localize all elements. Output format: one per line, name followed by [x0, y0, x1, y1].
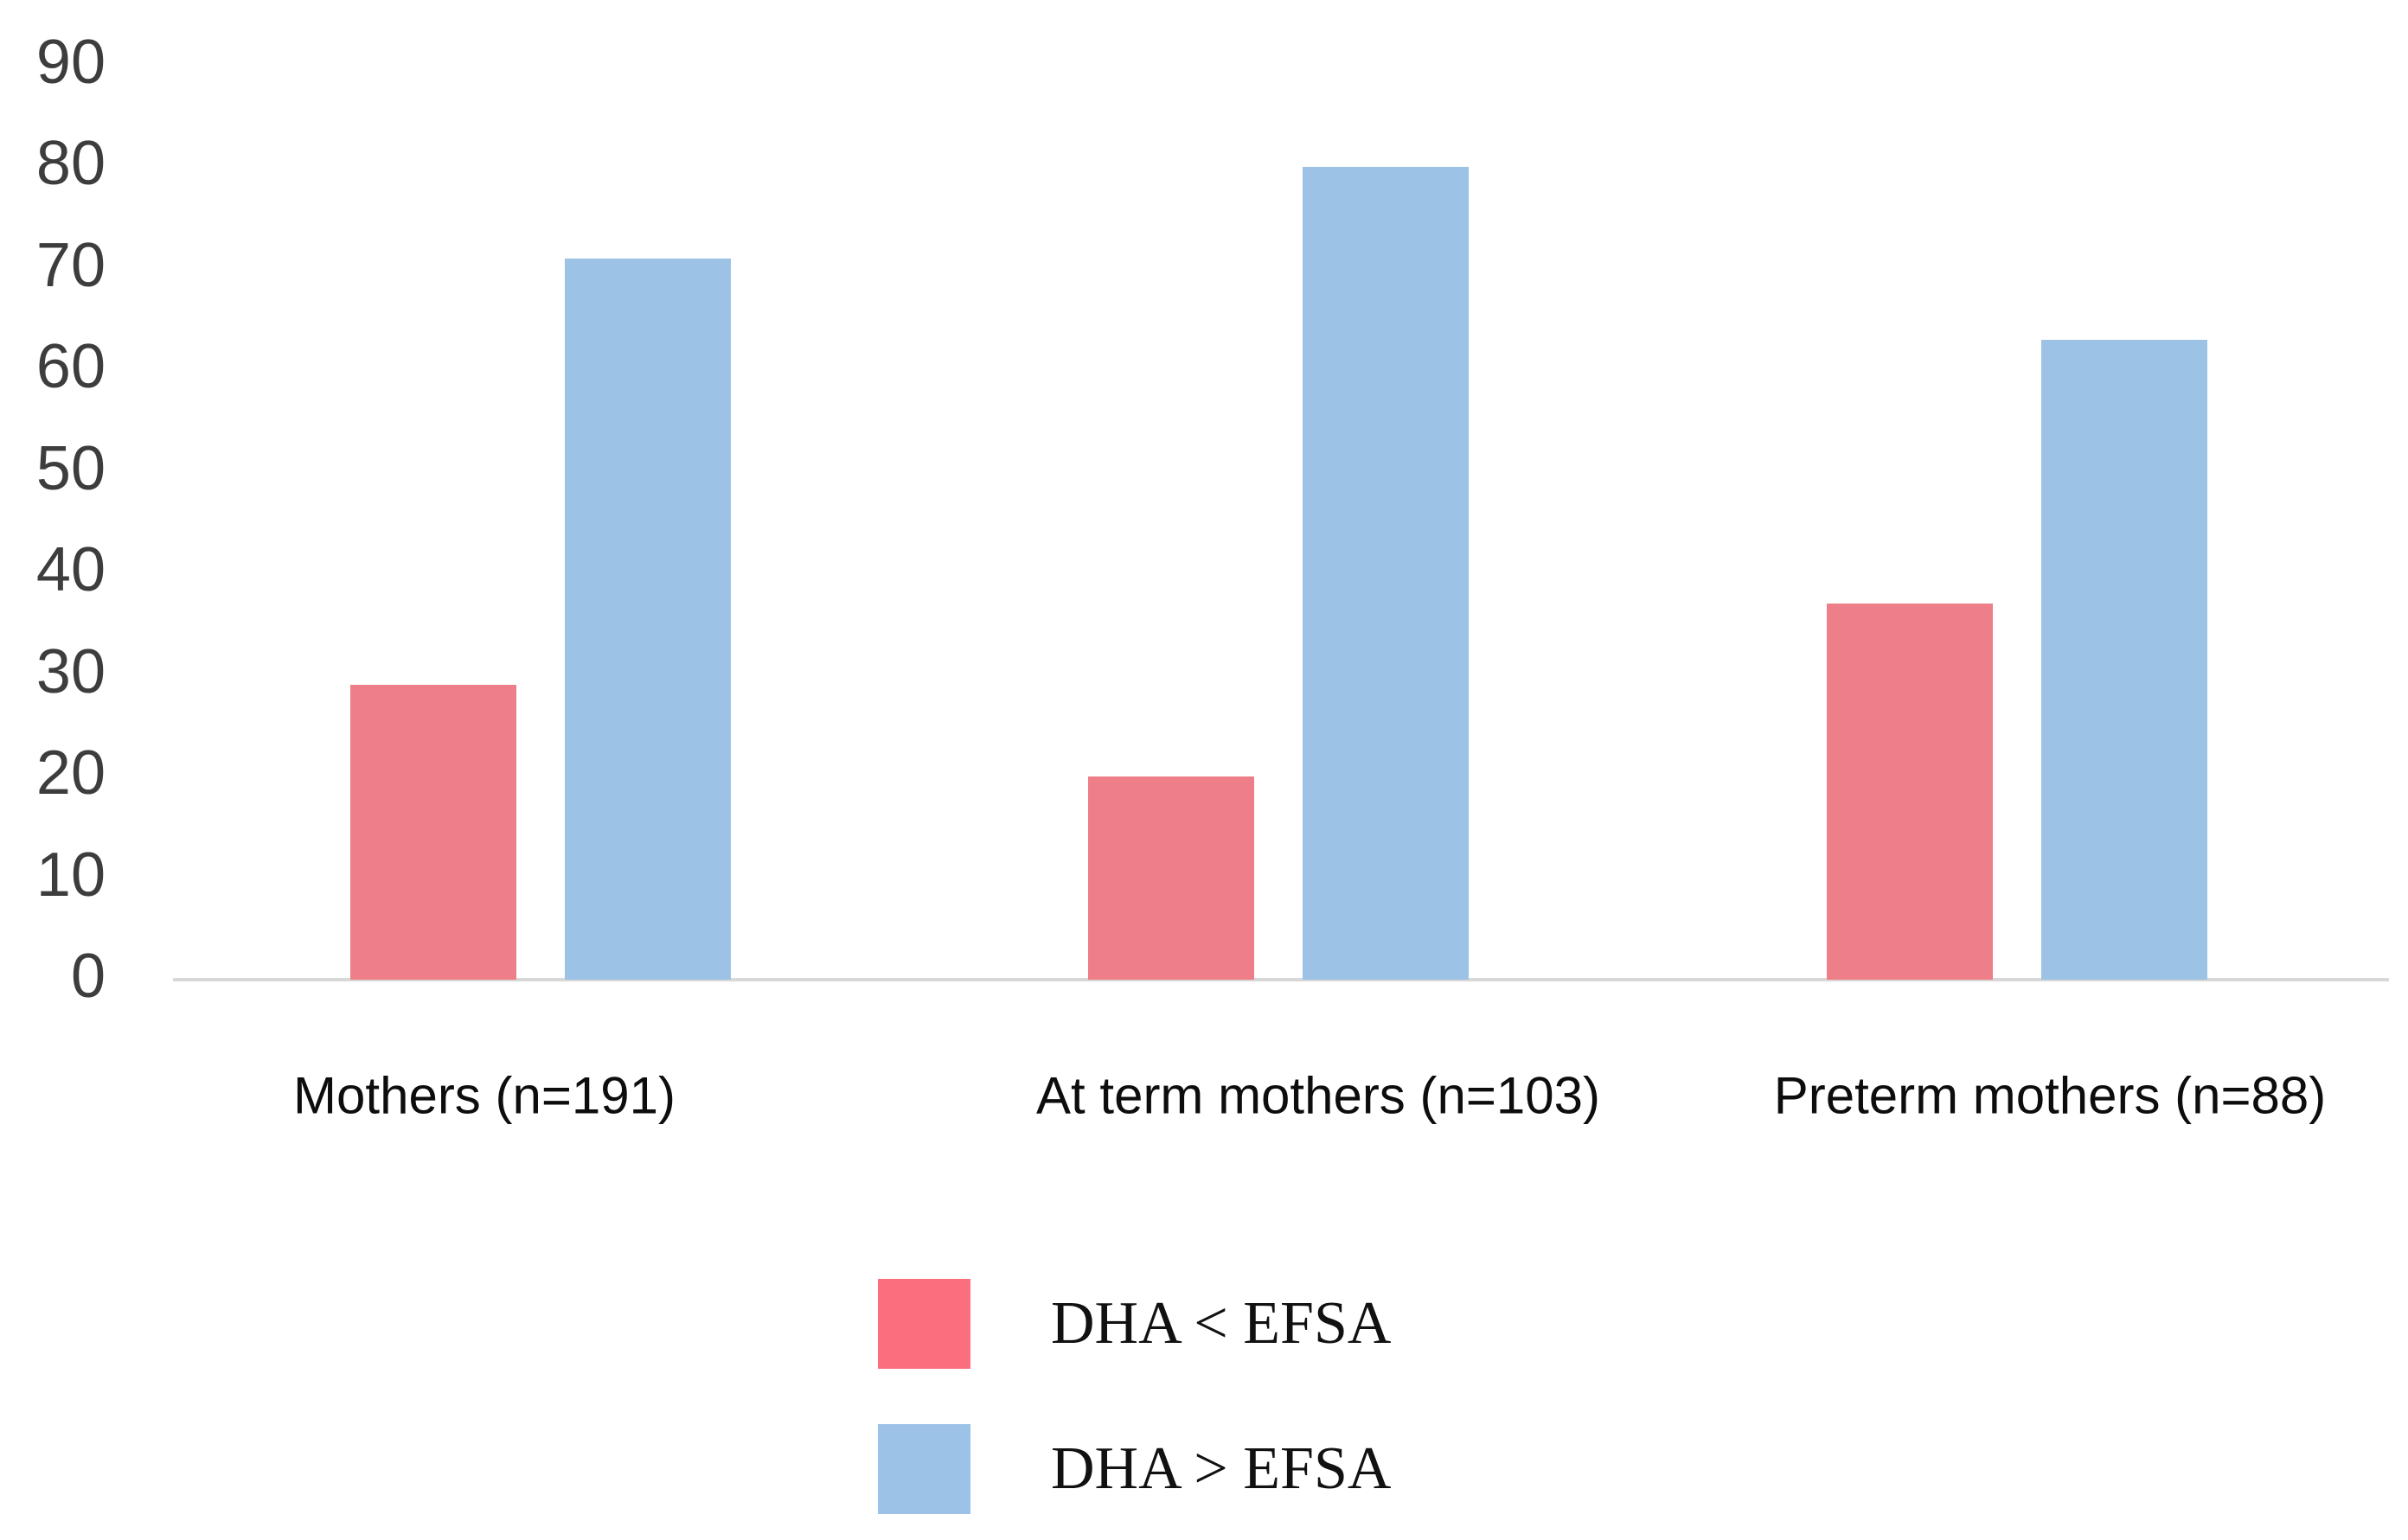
- y-tick-label: 70: [35, 230, 106, 300]
- bar: [565, 259, 731, 980]
- legend-label: DHA < EFSA: [1051, 1290, 1392, 1357]
- x-axis-line: [173, 978, 2389, 981]
- legend-item: DHA > EFSA: [878, 1424, 1391, 1514]
- y-tick-label: 80: [35, 129, 106, 199]
- bar: [2041, 340, 2207, 980]
- bar: [1303, 167, 1469, 980]
- legend-swatch: [878, 1424, 970, 1514]
- legend-swatch: [878, 1279, 970, 1369]
- bar: [350, 685, 516, 980]
- y-tick-label: 40: [35, 535, 106, 605]
- y-tick-label: 20: [35, 738, 106, 808]
- bar: [1827, 604, 1993, 980]
- category-label: Preterm mothers (n=88): [1773, 1066, 2327, 1125]
- category-label: Mothers (n=191): [293, 1066, 676, 1125]
- y-tick-label: 30: [35, 636, 106, 706]
- y-tick-label: 50: [35, 433, 106, 503]
- y-tick-label: 0: [70, 941, 106, 1011]
- category-label: At term mothers (n=103): [1036, 1066, 1600, 1125]
- y-tick-label: 60: [35, 332, 106, 402]
- y-tick-label: 10: [35, 840, 106, 910]
- bar: [1088, 776, 1254, 980]
- legend-item: DHA < EFSA: [878, 1279, 1391, 1369]
- y-tick-label: 90: [35, 27, 106, 97]
- legend-label: DHA > EFSA: [1051, 1435, 1392, 1502]
